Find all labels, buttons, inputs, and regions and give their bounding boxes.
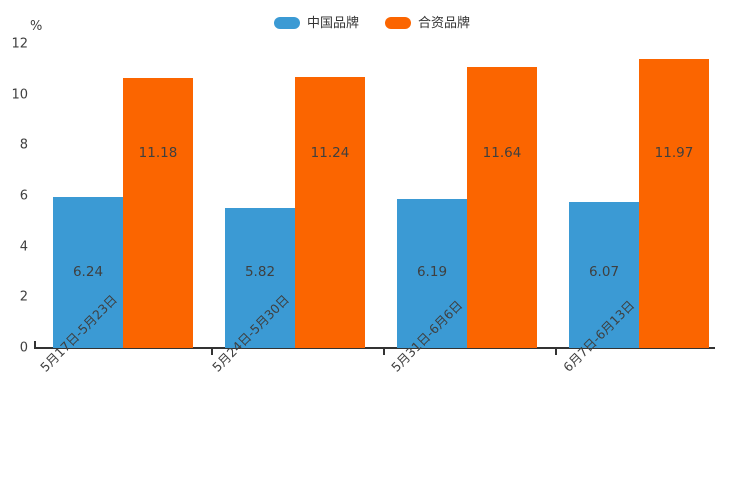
x-axis-tick-2 bbox=[383, 348, 385, 355]
bar-value-joint-venture-3: 11.97 bbox=[654, 145, 694, 161]
bar-china-brand-1[interactable]: 5.82 bbox=[225, 207, 295, 348]
y-tick-0: 0 bbox=[19, 340, 28, 356]
bar-value-china-brand-3: 6.07 bbox=[588, 264, 620, 280]
bar-value-china-brand-1: 5.82 bbox=[244, 264, 276, 280]
bar-joint-venture-3[interactable]: 11.97 bbox=[639, 59, 709, 348]
y-tick-6: 6 bbox=[19, 188, 28, 204]
bar-value-china-brand-0: 6.24 bbox=[72, 264, 104, 280]
legend-item-joint-venture-brand[interactable]: 合资品牌 bbox=[385, 17, 470, 30]
x-axis-tick-3 bbox=[555, 348, 557, 355]
bar-value-joint-venture-2: 11.64 bbox=[482, 145, 522, 161]
legend-label-joint-venture-brand: 合资品牌 bbox=[418, 15, 471, 31]
bar-value-joint-venture-1: 11.24 bbox=[310, 145, 350, 161]
legend-color-swatch-blue bbox=[273, 17, 300, 29]
y-tick-2: 2 bbox=[19, 289, 28, 305]
x-axis-line bbox=[34, 347, 715, 349]
legend-color-swatch-orange bbox=[385, 17, 411, 29]
bar-china-brand-3[interactable]: 6.07 bbox=[569, 201, 639, 348]
bar-china-brand-2[interactable]: 6.19 bbox=[397, 198, 467, 348]
legend-label-china-brand: 中国品牌 bbox=[306, 15, 359, 31]
legend-item-china-brand[interactable]: 中国品牌 bbox=[273, 15, 359, 31]
y-tick-8: 8 bbox=[19, 137, 28, 153]
y-tick-10: 10 bbox=[11, 87, 28, 103]
plot-area: 6.24 11.18 5.82 11.24 6.19 11.64 6.07 11… bbox=[34, 44, 714, 348]
bar-value-joint-venture-0: 11.18 bbox=[138, 145, 178, 161]
x-axis-tick-1 bbox=[211, 348, 213, 355]
bar-china-brand-0[interactable]: 6.24 bbox=[53, 197, 123, 348]
bar-joint-venture-2[interactable]: 11.64 bbox=[467, 67, 537, 348]
y-tick-12: 12 bbox=[11, 36, 28, 52]
x-axis-start-cap bbox=[34, 341, 36, 348]
y-axis-unit-label: % bbox=[30, 19, 43, 34]
y-axis-tick-labels: 12 10 8 6 4 2 0 bbox=[0, 0, 28, 496]
chart-legend: 中国品牌 合资品牌 bbox=[0, 12, 744, 34]
bar-value-china-brand-2: 6.19 bbox=[416, 264, 448, 280]
bar-joint-venture-0[interactable]: 11.18 bbox=[123, 78, 193, 348]
bar-joint-venture-1[interactable]: 11.24 bbox=[295, 76, 365, 348]
y-tick-4: 4 bbox=[19, 239, 28, 255]
